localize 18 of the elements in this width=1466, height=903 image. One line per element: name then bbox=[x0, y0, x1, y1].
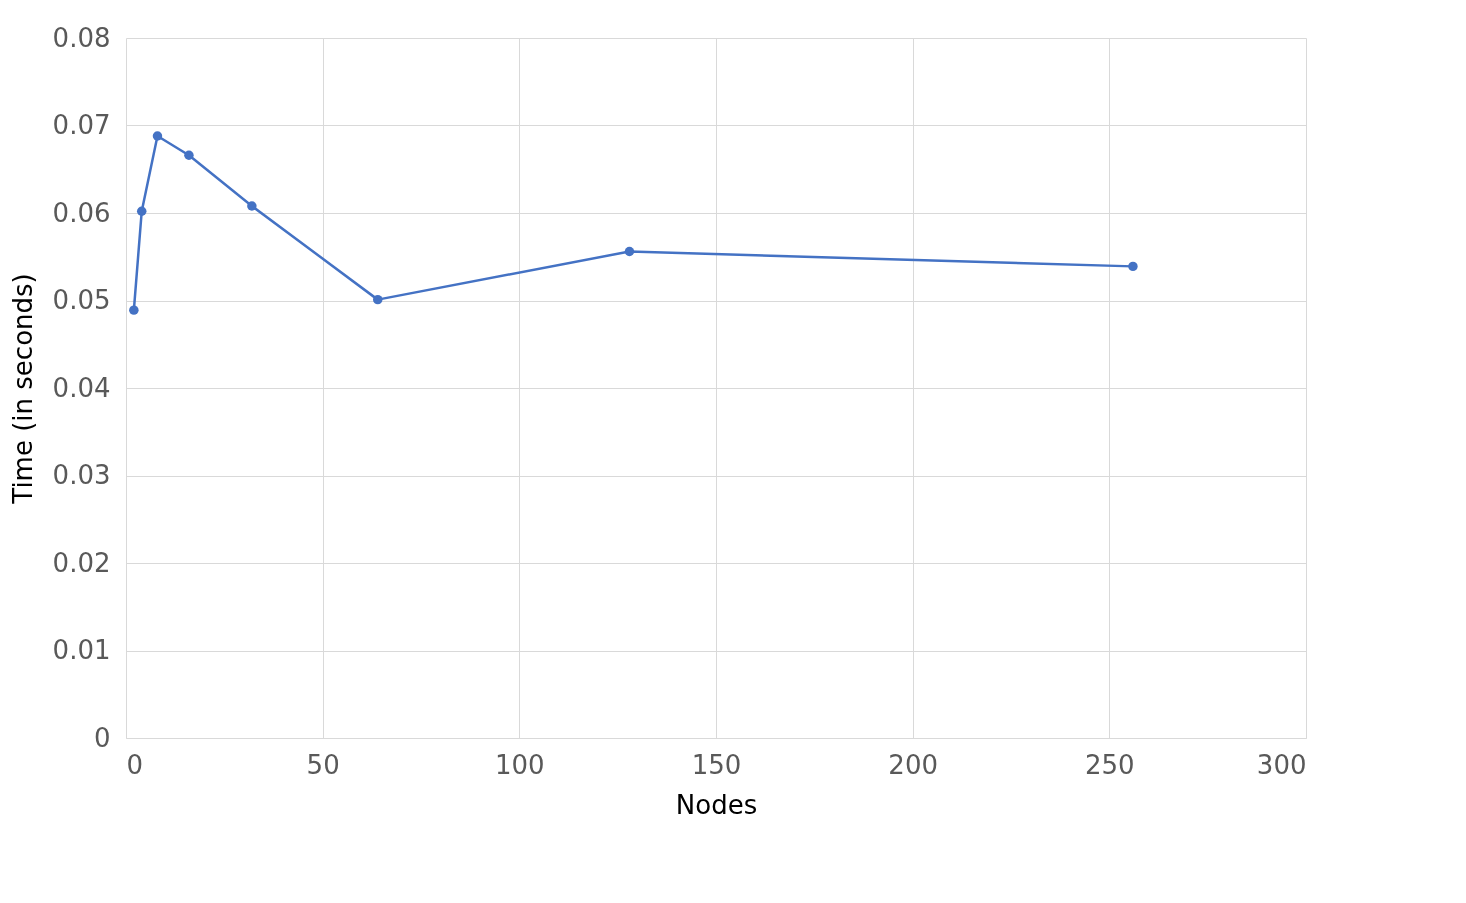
y-tick-label: 0.05 bbox=[52, 285, 111, 315]
x-tick-label: 0 bbox=[126, 749, 144, 780]
y-tick-label: 0.08 bbox=[52, 22, 111, 53]
x-tick-label: 50 bbox=[306, 749, 340, 780]
y-tick-label: 0.04 bbox=[52, 372, 111, 403]
x-tick-label: 100 bbox=[495, 749, 545, 780]
y-tick-label: 0.07 bbox=[52, 110, 111, 140]
x-tick-label: 200 bbox=[888, 749, 938, 780]
x-tick-label: 300 bbox=[1256, 749, 1307, 780]
y-tick-label: 0.06 bbox=[52, 197, 111, 228]
x-tick-label: 150 bbox=[691, 749, 742, 780]
y-tick-label: 0 bbox=[93, 722, 111, 753]
x-axis-title: Nodes bbox=[675, 789, 758, 820]
y-tick-label: 0.01 bbox=[52, 635, 111, 665]
y-tick-label: 0.02 bbox=[52, 547, 111, 578]
y-axis-title: Time (in seconds) bbox=[7, 273, 38, 505]
y-tick-label: 0.03 bbox=[52, 460, 111, 490]
x-tick-label: 250 bbox=[1085, 749, 1135, 780]
